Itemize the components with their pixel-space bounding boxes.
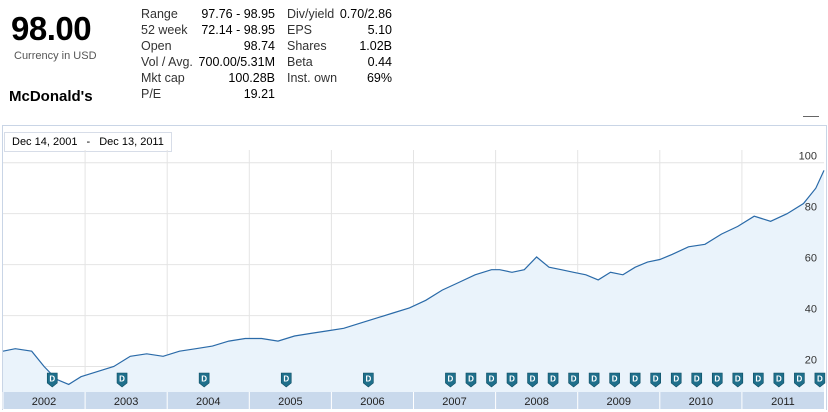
- stat-right-label: Inst. own: [287, 71, 338, 85]
- dividend-marker-letter: D: [468, 375, 474, 384]
- x-tick-label: 2005: [278, 396, 302, 408]
- dividend-marker-letter: D: [591, 375, 597, 384]
- header-divider: [803, 116, 819, 117]
- stat-right-label: Div/yield: [287, 7, 335, 21]
- dividend-marker[interactable]: [588, 372, 600, 388]
- dividend-marker[interactable]: [629, 372, 641, 388]
- dividend-marker[interactable]: [486, 372, 497, 388]
- y-tick-label: 20: [805, 355, 817, 367]
- stat-left-value: 19.21: [243, 87, 275, 101]
- dividend-marker[interactable]: [527, 372, 538, 388]
- dividend-marker[interactable]: [568, 372, 579, 388]
- stat-left-label: 52 week: [141, 23, 188, 37]
- dividend-marker-letter: D: [714, 375, 720, 384]
- x-tick-label: 2011: [771, 396, 795, 408]
- x-tick-label: 2004: [196, 396, 220, 408]
- dividend-marker-letter: D: [776, 375, 782, 384]
- dividend-marker[interactable]: [280, 372, 292, 388]
- date-range-separator: -: [86, 136, 91, 148]
- stat-right-value: 0.44: [367, 55, 392, 69]
- dividend-marker-letter: D: [49, 375, 55, 384]
- dividend-marker-letter: D: [448, 375, 454, 384]
- x-tick-label: 2009: [607, 396, 631, 408]
- stat-left-value: 100.28B: [228, 71, 275, 85]
- dividend-marker[interactable]: [46, 372, 58, 388]
- x-tick-label: 2003: [114, 396, 138, 408]
- dividend-marker[interactable]: [732, 372, 744, 388]
- price-area: [3, 170, 824, 392]
- x-tick-label: 2008: [524, 396, 548, 408]
- dividend-marker[interactable]: [547, 372, 559, 388]
- stock-price: 98.00: [11, 10, 92, 47]
- stat-right-value: 5.10: [367, 23, 392, 37]
- dividend-marker[interactable]: [465, 372, 477, 388]
- stat-left-value: 97.76 - 98.95: [201, 7, 275, 21]
- x-tick-label: 2007: [442, 396, 466, 408]
- x-tick-label: 2010: [689, 396, 713, 408]
- dividend-marker-letter: D: [612, 375, 618, 384]
- stat-left-label: Mkt cap: [141, 71, 185, 85]
- dividend-marker[interactable]: [506, 372, 518, 388]
- dividend-marker-letter: D: [735, 375, 741, 384]
- stat-right-value: 69%: [366, 71, 392, 85]
- stat-left-label: Range: [141, 7, 178, 21]
- dividend-marker-letter: D: [365, 375, 371, 384]
- stat-left-value: 98.74: [243, 39, 275, 53]
- price-line[interactable]: [2, 170, 825, 386]
- dividend-marker[interactable]: [691, 372, 703, 388]
- date-range-selector[interactable]: Dec 14, 2001 - Dec 13, 2011: [4, 132, 172, 152]
- y-tick-label: 100: [799, 151, 817, 163]
- stat-left-value: 72.14 - 98.95: [201, 23, 275, 37]
- stat-right-value: 1.02B: [359, 39, 392, 53]
- dividend-marker-letter: D: [201, 375, 207, 384]
- stat-left-label: Vol / Avg.: [141, 55, 193, 69]
- dividend-marker-letter: D: [796, 375, 802, 384]
- dividend-marker-letter: D: [119, 375, 125, 384]
- dividend-marker-letter: D: [509, 375, 515, 384]
- dividend-marker-letter: D: [550, 375, 556, 384]
- x-tick-label: 2006: [360, 396, 384, 408]
- dividend-marker-letter: D: [673, 375, 679, 384]
- stat-right-label: EPS: [287, 23, 313, 37]
- date-range-to[interactable]: Dec 13, 2011: [99, 136, 164, 148]
- stat-left-label: P/E: [141, 87, 162, 101]
- dividend-marker[interactable]: [650, 372, 661, 388]
- x-tick-label: 2002: [32, 396, 56, 408]
- dividend-marker-letter: D: [283, 375, 289, 384]
- dividend-marker[interactable]: [670, 372, 682, 388]
- dividend-marker[interactable]: [363, 372, 374, 388]
- dividend-marker-letter: D: [694, 375, 700, 384]
- dividend-marker[interactable]: [773, 372, 785, 388]
- dividend-marker-letter: D: [817, 375, 823, 384]
- dividend-marker-letter: D: [755, 375, 761, 384]
- dividend-marker-letter: D: [571, 375, 577, 384]
- stat-right-label: Beta: [287, 55, 313, 69]
- date-range-from[interactable]: Dec 14, 2001: [12, 136, 78, 148]
- dividend-marker[interactable]: [116, 372, 128, 388]
- y-tick-label: 60: [805, 253, 817, 265]
- dividend-marker-letter: D: [653, 375, 659, 384]
- dividend-marker[interactable]: [794, 372, 805, 388]
- currency-label: Currency in USD: [14, 50, 97, 62]
- dividend-marker[interactable]: [814, 372, 826, 388]
- y-tick-label: 40: [805, 304, 817, 316]
- stat-left-value: 700.00/5.31M: [198, 55, 275, 69]
- company-name: McDonald's: [9, 88, 93, 105]
- y-tick-label: 80: [805, 202, 817, 214]
- dividend-marker[interactable]: [198, 372, 210, 388]
- dividend-marker[interactable]: [753, 372, 764, 388]
- stat-right-label: Shares: [287, 39, 327, 53]
- dividend-marker-letter: D: [632, 375, 638, 384]
- stat-left-label: Open: [141, 39, 172, 53]
- dividend-marker[interactable]: [609, 372, 620, 388]
- dividend-marker[interactable]: [445, 372, 456, 388]
- dividend-marker[interactable]: [711, 372, 723, 388]
- stat-right-value: 0.70/2.86: [339, 7, 392, 21]
- dividend-marker-letter: D: [530, 375, 536, 384]
- dividend-marker-letter: D: [489, 375, 495, 384]
